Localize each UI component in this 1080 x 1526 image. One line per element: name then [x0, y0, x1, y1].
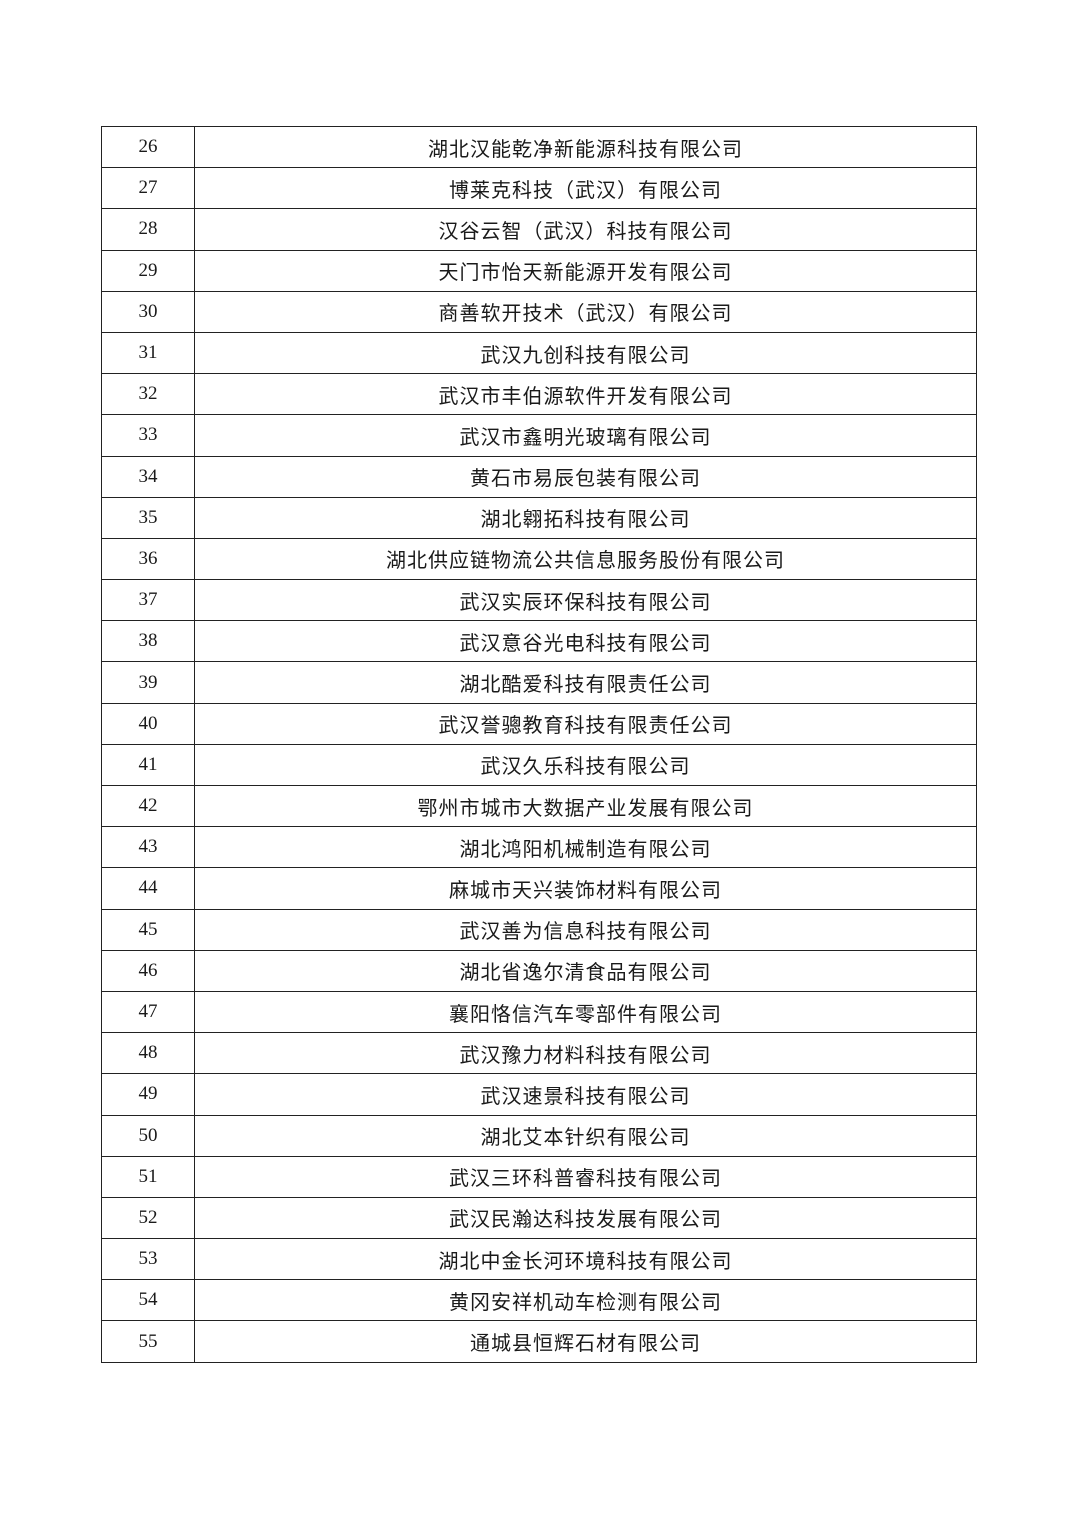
company-name: 武汉市丰伯源软件开发有限公司: [194, 373, 977, 416]
table-row: 32 武汉市丰伯源软件开发有限公司: [101, 373, 977, 416]
row-number: 45: [101, 908, 195, 951]
company-list-table: 26 湖北汉能乾净新能源科技有限公司 27 博莱克科技（武汉）有限公司 28 汉谷云智（武…: [101, 125, 977, 1363]
table-row: 51 武汉三环科普睿科技有限公司: [101, 1155, 977, 1198]
row-number: 30: [101, 290, 195, 333]
company-name: 湖北供应链物流公共信息服务股份有限公司: [194, 537, 977, 581]
row-number: 29: [101, 249, 195, 292]
row-number: 50: [101, 1114, 195, 1157]
company-name: 天门市怡天新能源开发有限公司: [194, 249, 977, 292]
row-number: 39: [101, 661, 195, 704]
company-name: 湖北省逸尔清食品有限公司: [194, 949, 977, 992]
table-row: 27 博莱克科技（武汉）有限公司: [101, 167, 977, 210]
row-number: 51: [101, 1155, 195, 1198]
company-name: 鄂州市城市大数据产业发展有限公司: [194, 784, 977, 828]
row-number: 38: [101, 620, 195, 663]
table-row: 31 武汉九创科技有限公司: [101, 331, 977, 375]
row-number: 48: [101, 1032, 195, 1075]
row-number: 53: [101, 1238, 195, 1281]
row-number: 43: [101, 826, 195, 869]
company-name: 武汉三环科普睿科技有限公司: [194, 1155, 977, 1198]
row-number: 32: [101, 373, 195, 416]
company-name: 湖北鸿阳机械制造有限公司: [194, 826, 977, 869]
table-row: 44 麻城市天兴装饰材料有限公司: [101, 867, 977, 910]
company-name: 武汉善为信息科技有限公司: [194, 908, 977, 951]
company-name: 武汉久乐科技有限公司: [194, 743, 977, 787]
company-name: 湖北艾本针织有限公司: [194, 1114, 977, 1157]
row-number: 44: [101, 867, 195, 910]
row-number: 36: [101, 537, 195, 581]
row-number: 55: [101, 1320, 195, 1363]
row-number: 40: [101, 702, 195, 745]
row-number: 46: [101, 949, 195, 992]
table-row: 45 武汉善为信息科技有限公司: [101, 908, 977, 951]
company-name: 武汉速景科技有限公司: [194, 1073, 977, 1116]
company-name: 武汉豫力材料科技有限公司: [194, 1032, 977, 1075]
table-row: 33 武汉市鑫明光玻璃有限公司: [101, 414, 977, 457]
row-number: 47: [101, 990, 195, 1034]
company-name: 武汉九创科技有限公司: [194, 331, 977, 375]
table-row: 37 武汉实辰环保科技有限公司: [101, 579, 977, 622]
table-row: 41 武汉久乐科技有限公司: [101, 743, 977, 787]
row-number: 26: [101, 125, 195, 169]
row-number: 27: [101, 167, 195, 210]
company-name: 麻城市天兴装饰材料有限公司: [194, 867, 977, 910]
table-row: 46 湖北省逸尔清食品有限公司: [101, 949, 977, 992]
table-row: 42 鄂州市城市大数据产业发展有限公司: [101, 784, 977, 828]
row-number: 41: [101, 743, 195, 787]
table-row: 35 湖北翱拓科技有限公司: [101, 496, 977, 539]
table-row: 52 武汉民瀚达科技发展有限公司: [101, 1196, 977, 1240]
table-row: 38 武汉意谷光电科技有限公司: [101, 620, 977, 663]
table-row: 47 襄阳恪信汽车零部件有限公司: [101, 990, 977, 1034]
table-row: 40 武汉誉骢教育科技有限责任公司: [101, 702, 977, 745]
table-row: 55 通城县恒辉石材有限公司: [101, 1320, 977, 1363]
company-name: 武汉誉骢教育科技有限责任公司: [194, 702, 977, 745]
table-row: 26 湖北汉能乾净新能源科技有限公司: [101, 125, 977, 169]
table-row: 43 湖北鸿阳机械制造有限公司: [101, 826, 977, 869]
company-name: 武汉实辰环保科技有限公司: [194, 579, 977, 622]
table-row: 39 湖北酷爱科技有限责任公司: [101, 661, 977, 704]
row-number: 28: [101, 208, 195, 251]
company-name: 武汉意谷光电科技有限公司: [194, 620, 977, 663]
table-row: 29 天门市怡天新能源开发有限公司: [101, 249, 977, 292]
company-name: 湖北翱拓科技有限公司: [194, 496, 977, 539]
company-name: 湖北汉能乾净新能源科技有限公司: [194, 125, 977, 169]
table-row: 34 黄石市易辰包装有限公司: [101, 455, 977, 498]
row-number: 33: [101, 414, 195, 457]
row-number: 49: [101, 1073, 195, 1116]
row-number: 42: [101, 784, 195, 828]
row-number: 37: [101, 579, 195, 622]
company-name: 湖北中金长河环境科技有限公司: [194, 1238, 977, 1281]
table-row: 48 武汉豫力材料科技有限公司: [101, 1032, 977, 1075]
table-row: 53 湖北中金长河环境科技有限公司: [101, 1238, 977, 1281]
company-name: 汉谷云智（武汉）科技有限公司: [194, 208, 977, 251]
row-number: 52: [101, 1196, 195, 1240]
table-row: 54 黄冈安祥机动车检测有限公司: [101, 1279, 977, 1322]
company-name: 通城县恒辉石材有限公司: [194, 1320, 977, 1363]
company-name: 襄阳恪信汽车零部件有限公司: [194, 990, 977, 1034]
company-name: 湖北酷爱科技有限责任公司: [194, 661, 977, 704]
company-name: 黄冈安祥机动车检测有限公司: [194, 1279, 977, 1322]
company-name: 黄石市易辰包装有限公司: [194, 455, 977, 498]
row-number: 31: [101, 331, 195, 375]
table-row: 30 商善软开技术（武汉）有限公司: [101, 290, 977, 333]
table-row: 49 武汉速景科技有限公司: [101, 1073, 977, 1116]
row-number: 54: [101, 1279, 195, 1322]
row-number: 35: [101, 496, 195, 539]
company-name: 武汉民瀚达科技发展有限公司: [194, 1196, 977, 1240]
company-name: 武汉市鑫明光玻璃有限公司: [194, 414, 977, 457]
table-row: 28 汉谷云智（武汉）科技有限公司: [101, 208, 977, 251]
table-row: 50 湖北艾本针织有限公司: [101, 1114, 977, 1157]
company-name: 商善软开技术（武汉）有限公司: [194, 290, 977, 333]
table-row: 36 湖北供应链物流公共信息服务股份有限公司: [101, 537, 977, 581]
company-name: 博莱克科技（武汉）有限公司: [194, 167, 977, 210]
row-number: 34: [101, 455, 195, 498]
table-body: 26 湖北汉能乾净新能源科技有限公司 27 博莱克科技（武汉）有限公司 28 汉谷云智（武…: [101, 125, 977, 1363]
